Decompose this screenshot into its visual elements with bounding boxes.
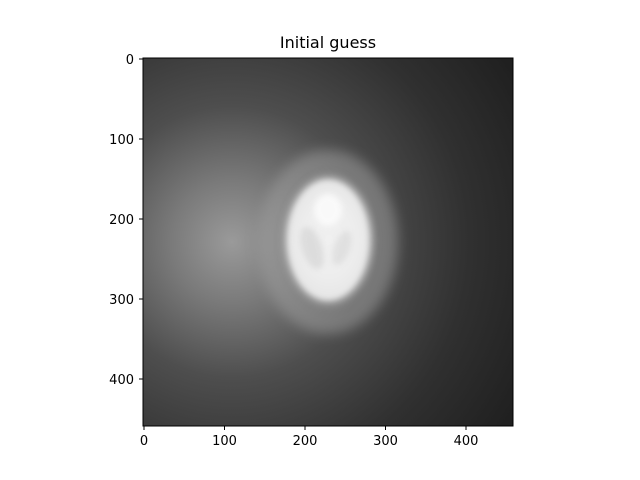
x-tick-label: 300 bbox=[373, 434, 398, 449]
axes-frame bbox=[142, 57, 514, 427]
plot-title: Initial guess bbox=[279, 33, 377, 52]
y-tick-label: 0 bbox=[126, 53, 134, 68]
y-axis: 0 100 200 300 400 bbox=[109, 53, 143, 388]
x-tick-label: 0 bbox=[140, 434, 148, 449]
x-tick-label: 200 bbox=[293, 434, 318, 449]
y-tick-label: 400 bbox=[109, 373, 134, 388]
phantom-image bbox=[143, 58, 513, 426]
x-tick-label: 100 bbox=[212, 434, 237, 449]
y-tick-label: 200 bbox=[109, 213, 134, 228]
x-tick-label: 400 bbox=[454, 434, 479, 449]
y-tick-label: 100 bbox=[109, 133, 134, 148]
x-axis: 0 100 200 300 400 bbox=[140, 426, 479, 449]
y-tick-label: 300 bbox=[109, 293, 134, 308]
